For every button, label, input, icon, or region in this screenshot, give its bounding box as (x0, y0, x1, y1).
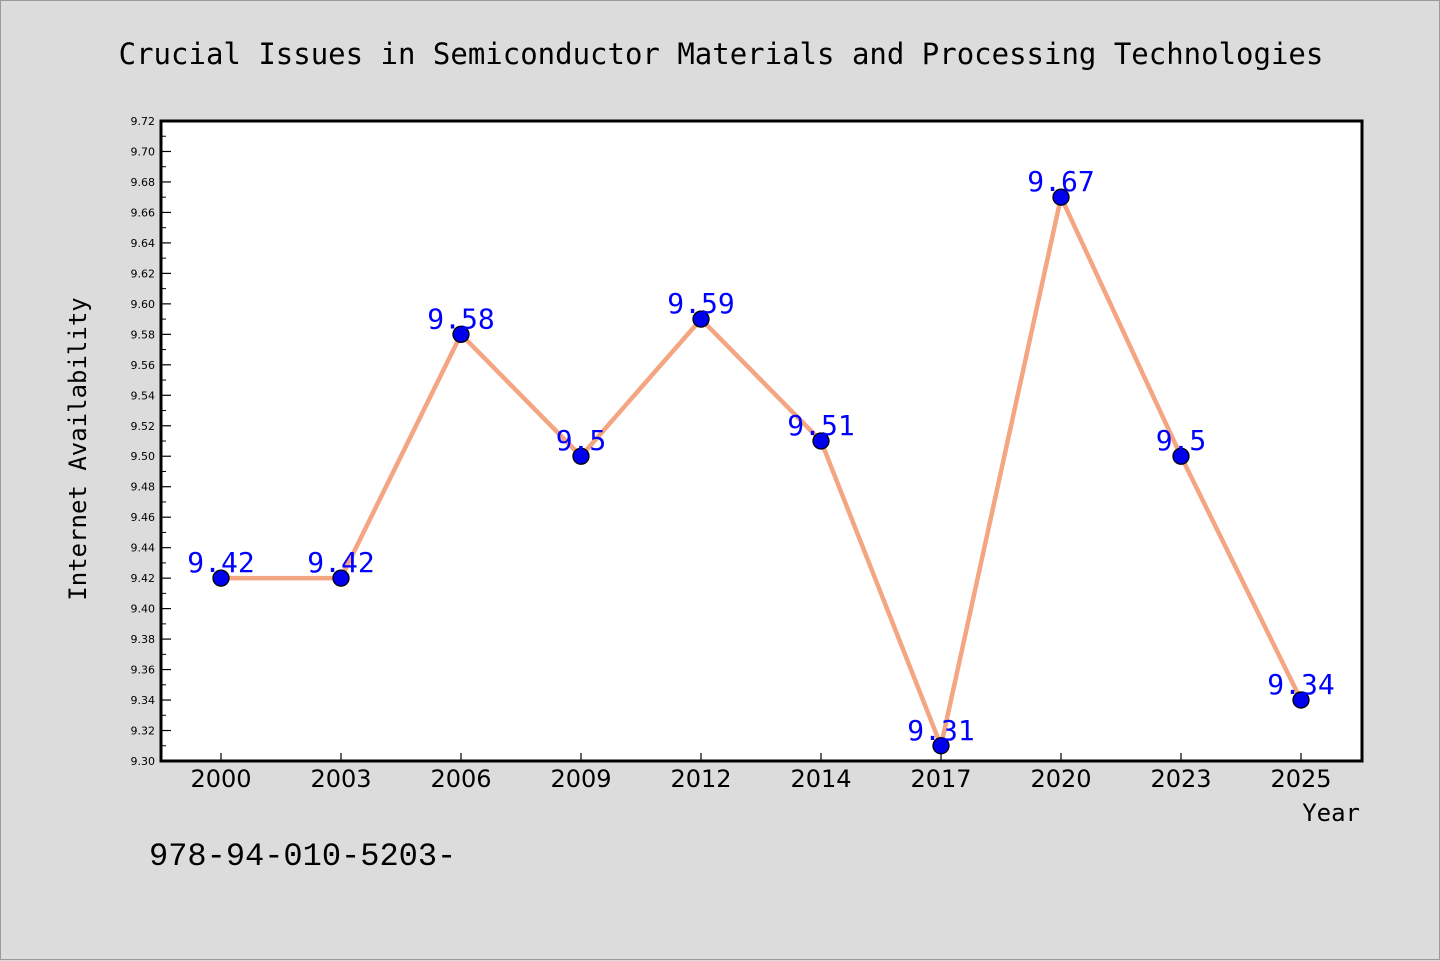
x-tick-label: 2025 (1270, 765, 1331, 793)
x-tick-label: 2009 (550, 765, 611, 793)
data-point (1292, 691, 1310, 709)
series-line (218, 194, 1304, 749)
x-axis-label: Year (1302, 799, 1360, 827)
y-tick-label: 9.70 (131, 145, 156, 158)
data-point (1052, 188, 1070, 206)
y-tick-label: 9.54 (131, 389, 156, 402)
y-tick-label: 9.58 (131, 328, 156, 341)
data-label: 9.58 (427, 302, 494, 335)
x-tick-label: 2003 (310, 765, 371, 793)
y-tick-label: 9.32 (131, 725, 156, 738)
data-label: 9.42 (307, 546, 374, 579)
data-point (692, 310, 710, 328)
data-label: 9.59 (667, 287, 734, 320)
y-tick-label: 9.56 (131, 359, 156, 372)
chart-title: Crucial Issues in Semiconductor Material… (119, 37, 1324, 71)
y-tick-label: 9.38 (131, 633, 156, 646)
y-tick-label: 9.60 (131, 298, 156, 311)
data-label: 9.5 (556, 424, 607, 457)
y-tick-label: 9.40 (131, 603, 156, 616)
y-tick-label: 9.36 (131, 664, 156, 677)
plot-frame (159, 119, 1364, 763)
y-tick-label: 9.42 (131, 572, 156, 585)
x-tick-label: 2014 (790, 765, 851, 793)
data-label: 9.42 (187, 546, 254, 579)
data-point (572, 447, 590, 465)
y-tick-label: 9.44 (131, 542, 156, 555)
y-tick-label: 9.72 (131, 115, 156, 128)
data-point (932, 737, 950, 755)
data-label: 9.31 (907, 714, 974, 747)
y-tick-label: 9.66 (131, 206, 156, 219)
y-tick-label: 9.34 (131, 694, 156, 707)
data-point (332, 569, 350, 587)
y-axis-label: Internet Availability (64, 297, 92, 600)
data-label: 9.51 (787, 409, 854, 442)
data-point (452, 325, 470, 343)
y-tick-label: 9.68 (131, 176, 156, 189)
series-group: 9.42 9.42 9.58 9.5 9.59 9.51 9.31 9.67 9.5 9.34 (187, 165, 1335, 755)
y-tick-label: 9.50 (131, 450, 156, 463)
y-tick-label: 9.30 (131, 755, 156, 768)
y-tick-label: 9.52 (131, 420, 156, 433)
x-tick-label: 2006 (430, 765, 491, 793)
y-tick-label: 9.48 (131, 481, 156, 494)
data-point (212, 569, 230, 587)
x-tick-label: 2017 (910, 765, 971, 793)
x-axis: 2000 2003 2006 2009 2012 2014 2017 2020 2023 2025 (190, 753, 1332, 793)
x-tick-label: 2000 (190, 765, 251, 793)
y-tick-label: 9.64 (131, 237, 156, 250)
x-tick-label: 2020 (1030, 765, 1091, 793)
footer-annotation: 978-94-010-5203- (149, 838, 456, 875)
data-label: 9.34 (1267, 668, 1334, 701)
y-axis: 9.30 9.32 9.34 9.36 9.38 9.40 9.42 9.44 9.46 9.48… (131, 115, 171, 768)
data-label: 9.67 (1027, 165, 1094, 198)
plot-area (161, 121, 1362, 761)
data-point (1172, 447, 1190, 465)
data-point (812, 432, 830, 450)
y-tick-label: 9.62 (131, 267, 156, 280)
data-label: 9.5 (1156, 424, 1207, 457)
x-tick-label: 2023 (1150, 765, 1211, 793)
y-tick-label: 9.46 (131, 511, 156, 524)
x-tick-label: 2012 (670, 765, 731, 793)
